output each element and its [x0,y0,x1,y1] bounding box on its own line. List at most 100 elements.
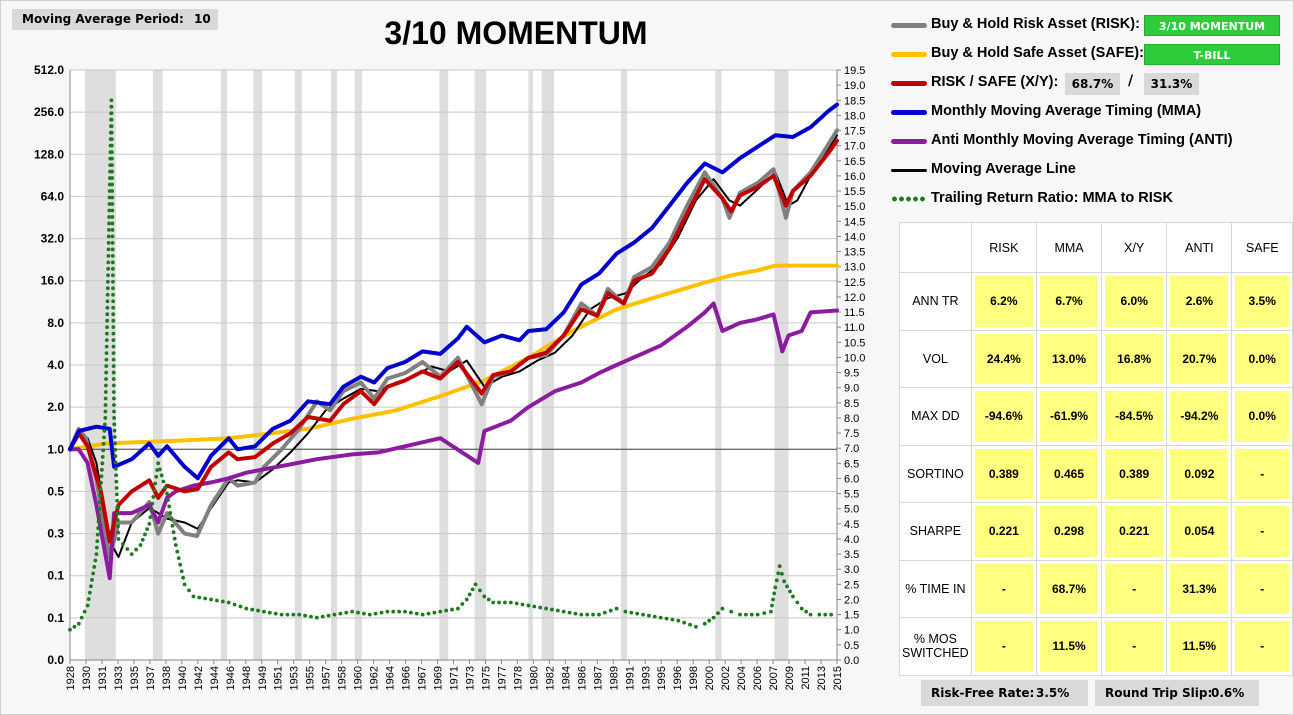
trailing-ratio-dot [105,305,110,310]
legend-label-trailing: Trailing Return Ratio: MMA to RISK [931,190,1173,206]
trailing-ratio-dot [256,608,260,613]
trailing-ratio-dot [788,589,792,594]
stats-cell: - [974,563,1033,614]
stats-cell-container: 11.5% [1166,617,1233,676]
stats-cell-container: 0.092 [1166,444,1233,503]
trailing-ratio-dot [149,508,154,513]
trailing-ratio-dot [720,606,725,611]
stats-row: % MOS SWITCHED -11.5% -11.5% - [899,617,1293,676]
trailing-ratio-dot [111,344,116,349]
trailing-ratio-dot [111,357,116,362]
stats-cell-container: - [970,559,1037,618]
x-tick-label: 1973 [464,666,476,690]
trailing-ratio-dot [97,500,102,505]
trailing-ratio-dot [103,396,108,401]
trailing-ratio-dot [314,615,319,620]
xy-safe-pct[interactable]: 31.3% [1144,73,1199,95]
trailing-ratio-dot [100,467,104,472]
stats-cell-container: -94.2% [1166,387,1233,446]
safe-asset-value[interactable]: T-BILL [1144,44,1280,65]
trailing-ratio-dot [782,579,787,584]
trailing-ratio-dot [773,585,778,590]
right-tick-label: 1.0 [844,625,859,637]
trailing-ratio-dot [823,612,828,617]
trailing-ratio-dot [102,435,106,440]
trailing-ratio-dot [526,603,531,608]
ma-period-box: Moving Average Period: 10 [12,9,218,30]
trailing-ratio-dot [112,396,116,401]
trailing-ratio-dot [107,221,111,226]
trailing-ratio-dot [110,234,115,239]
left-tick-label: 0.1 [47,611,64,625]
x-tick-label: 1937 [145,666,157,690]
trailing-ratio-dot [187,588,191,593]
x-tick-label: 1987 [592,666,604,690]
round-trip-slip-value[interactable]: 0.6% [1211,686,1245,700]
right-tick-label: 14.0 [844,231,865,243]
stats-cell-container: 0.465 [1035,444,1103,503]
trailing-ratio-dot [112,409,116,414]
x-tick-label: 1948 [241,666,253,690]
x-tick-label: 1978 [512,666,524,690]
right-tick-label: 7.0 [844,443,859,455]
x-tick-label: 1980 [528,666,540,690]
trailing-ratio-dot [209,597,213,602]
trailing-ratio-dot [111,364,116,368]
legend-swatch-xy [891,81,927,86]
trailing-ratio-dot [96,519,101,524]
stats-cell-container: 0.0% [1231,329,1293,388]
right-tick-label: 10.0 [844,352,865,364]
trailing-ratio-dot [326,613,331,618]
stats-cell: 0.054 [1170,506,1229,557]
trailing-ratio-dot [567,610,572,615]
x-tick-label: 1946 [225,666,237,690]
risk-asset-value[interactable]: 3/10 MOMENTUM [1144,15,1280,36]
trailing-ratio-dot [104,351,109,356]
trailing-ratio-dot [182,582,187,587]
stats-cell-container: 16.8% [1101,329,1168,388]
stats-cell-container: - [970,617,1037,676]
stats-cell-container: 6.2% [970,272,1037,331]
stats-cell: -94.2% [1170,391,1229,442]
x-tick-label: 1967 [417,666,429,690]
ma-period-value[interactable]: 10 [194,12,211,26]
legend-label-xy: RISK / SAFE (X/Y): [931,74,1059,90]
trailing-ratio-dot [795,600,800,605]
trailing-ratio-dot [110,253,115,258]
trailing-ratio-dot [203,596,208,601]
trailing-ratio-dot [95,532,100,537]
trailing-ratio-dot [464,597,469,602]
stats-cell: -94.6% [974,391,1033,442]
trailing-ratio-dot [107,228,111,232]
trailing-ratio-dot [154,474,159,479]
trailing-ratio-dot [101,441,106,446]
trailing-ratio-dot [716,611,720,616]
trailing-ratio-dot [94,545,99,550]
trailing-ratio-dot [158,467,162,472]
trailing-ratio-dot [538,605,543,610]
risk-free-rate-value[interactable]: 3.5% [1036,686,1070,700]
stats-cell-container: - [1101,617,1168,676]
trailing-ratio-dot [159,473,164,478]
trailing-ratio-dot [112,403,116,407]
legend-swatch-risk [891,23,927,28]
left-tick-label: 8.0 [47,316,64,330]
legend-label-ma-line: Moving Average Line [931,161,1076,177]
stats-cell-container: 0.221 [970,502,1037,561]
risk-free-rate-box: Risk-Free Rate: 3.5% [921,680,1088,706]
stats-cell-container: - [1231,444,1293,503]
stats-cell: 0.0% [1235,391,1289,442]
x-tick-label: 2011 [800,666,812,690]
trailing-ratio-dot [771,597,775,602]
trailing-ratio-dot [104,377,108,381]
trailing-ratio-dot [179,569,184,574]
stats-row-label: SORTINO [899,444,972,503]
right-tick-label: 18.0 [844,110,865,122]
stats-cell: -61.9% [1039,391,1099,442]
safe-series [68,263,839,452]
xy-risk-pct[interactable]: 68.7% [1065,73,1120,95]
right-tick-label: 17.0 [844,141,865,153]
left-tick-label: 2.0 [47,400,64,414]
trailing-ratio-dot [426,611,431,616]
